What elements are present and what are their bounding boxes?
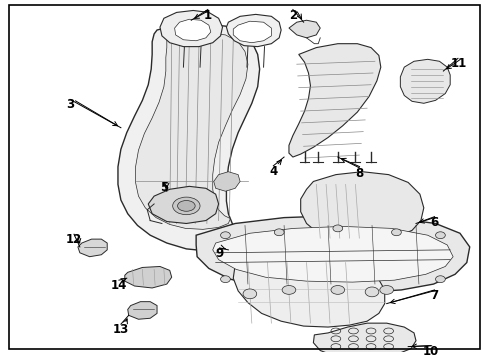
Text: 9: 9: [215, 247, 224, 260]
Ellipse shape: [172, 197, 200, 215]
Polygon shape: [118, 24, 259, 251]
Polygon shape: [288, 20, 320, 38]
Ellipse shape: [379, 285, 393, 294]
Ellipse shape: [220, 276, 230, 283]
Ellipse shape: [177, 201, 195, 211]
Text: 6: 6: [430, 216, 438, 229]
Ellipse shape: [282, 285, 295, 294]
Polygon shape: [400, 59, 449, 103]
Text: 11: 11: [449, 57, 466, 70]
Ellipse shape: [435, 276, 445, 283]
Polygon shape: [233, 21, 271, 43]
Polygon shape: [135, 33, 247, 229]
Ellipse shape: [332, 225, 342, 232]
Polygon shape: [213, 172, 240, 191]
Polygon shape: [160, 10, 222, 47]
Text: 14: 14: [111, 279, 127, 292]
Polygon shape: [196, 216, 469, 293]
Ellipse shape: [391, 229, 401, 236]
Polygon shape: [124, 266, 171, 288]
Text: 3: 3: [66, 98, 74, 111]
Polygon shape: [288, 44, 380, 157]
Polygon shape: [127, 302, 157, 319]
Ellipse shape: [274, 229, 284, 236]
Polygon shape: [313, 323, 415, 359]
Polygon shape: [300, 172, 423, 242]
Text: 1: 1: [203, 9, 212, 22]
Text: 4: 4: [269, 165, 277, 178]
Text: 7: 7: [430, 289, 438, 302]
Ellipse shape: [435, 232, 445, 239]
Polygon shape: [148, 186, 218, 224]
Text: 13: 13: [113, 323, 129, 336]
Ellipse shape: [330, 285, 344, 294]
Ellipse shape: [243, 289, 256, 299]
Text: 5: 5: [160, 181, 168, 194]
Ellipse shape: [220, 232, 230, 239]
Polygon shape: [226, 14, 281, 47]
Text: 12: 12: [66, 233, 82, 246]
Ellipse shape: [365, 287, 378, 297]
Polygon shape: [233, 253, 384, 327]
Polygon shape: [78, 239, 107, 257]
Text: 10: 10: [422, 345, 438, 357]
Text: 8: 8: [355, 167, 363, 180]
Polygon shape: [174, 19, 210, 41]
Polygon shape: [212, 226, 452, 282]
Text: 2: 2: [288, 9, 297, 22]
